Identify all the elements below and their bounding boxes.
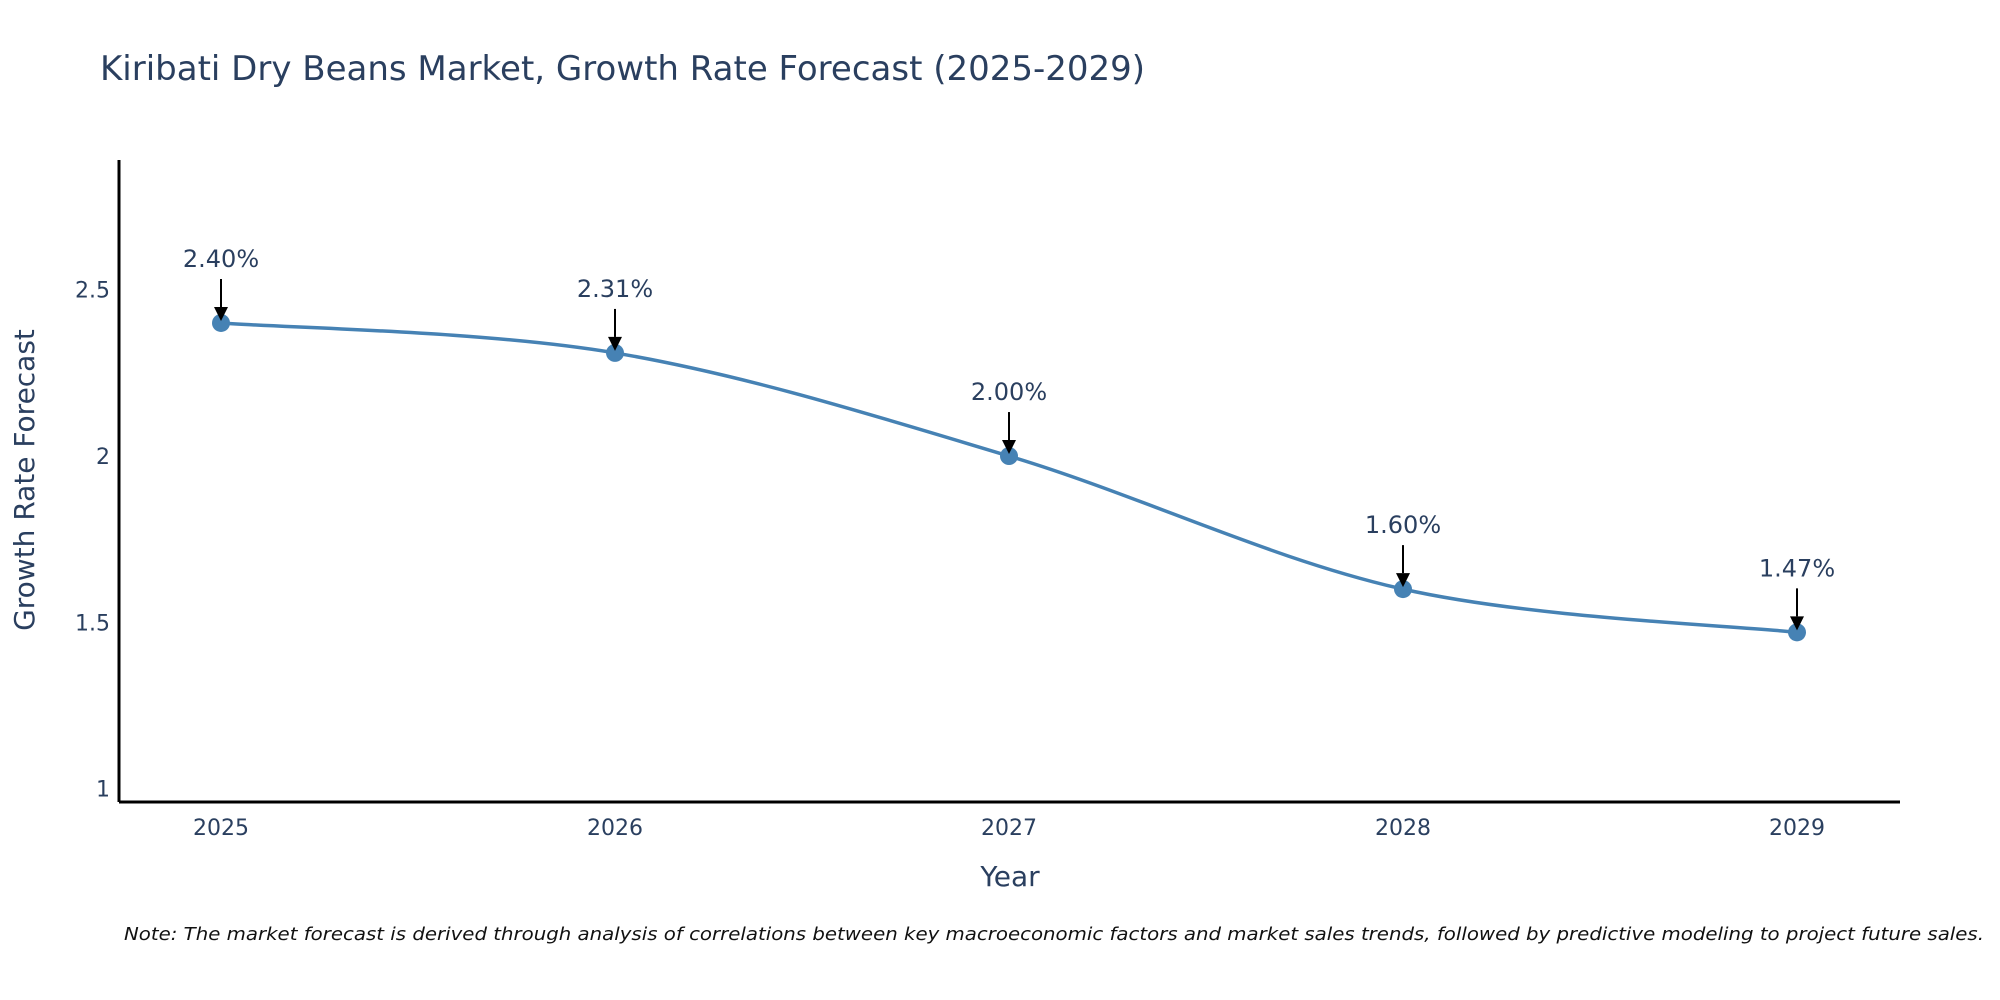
annotation-arrow-head — [1790, 616, 1804, 631]
chart-title: Kiribati Dry Beans Market, Growth Rate F… — [100, 49, 1145, 89]
x-axis-ticks: 2025 2026 2027 2028 2029 — [193, 816, 1825, 841]
y-tick-label: 2 — [96, 445, 110, 470]
y-tick-label: 1.5 — [75, 611, 110, 636]
data-point — [606, 343, 624, 362]
y-axis-title: Growth Rate Forecast — [8, 329, 41, 631]
series-line — [220, 321, 1798, 635]
x-axis-title: Year — [979, 860, 1040, 893]
annotation-arrow-head — [214, 306, 228, 321]
data-label: 1.60% — [1365, 511, 1441, 539]
data-point — [212, 313, 230, 332]
data-markers — [212, 313, 1806, 642]
data-point — [1000, 447, 1018, 466]
y-tick-label: 2.5 — [75, 279, 110, 304]
data-point — [1394, 580, 1412, 599]
x-tick-label: 2025 — [193, 816, 249, 841]
x-tick-label: 2027 — [981, 816, 1037, 841]
y-tick-label: 1 — [96, 778, 110, 803]
annotation-arrow-head — [608, 336, 622, 351]
annotation-arrow-head — [1002, 440, 1016, 455]
data-point — [1788, 623, 1806, 642]
footnote: Note: The market forecast is derived thr… — [124, 924, 1984, 945]
y-axis-ticks: 1 1.5 2 2.5 — [75, 279, 110, 803]
x-tick-label: 2029 — [1769, 816, 1825, 841]
x-tick-label: 2028 — [1375, 816, 1431, 841]
data-annotations: 2.40% 2.31% 2.00% 1.60% 1.47% — [183, 245, 1835, 631]
data-label: 1.47% — [1759, 554, 1835, 582]
data-label: 2.31% — [577, 275, 653, 303]
data-label: 2.00% — [971, 378, 1047, 406]
annotation-arrow-head — [1396, 573, 1410, 588]
x-tick-label: 2026 — [587, 816, 643, 841]
data-label: 2.40% — [183, 245, 259, 273]
